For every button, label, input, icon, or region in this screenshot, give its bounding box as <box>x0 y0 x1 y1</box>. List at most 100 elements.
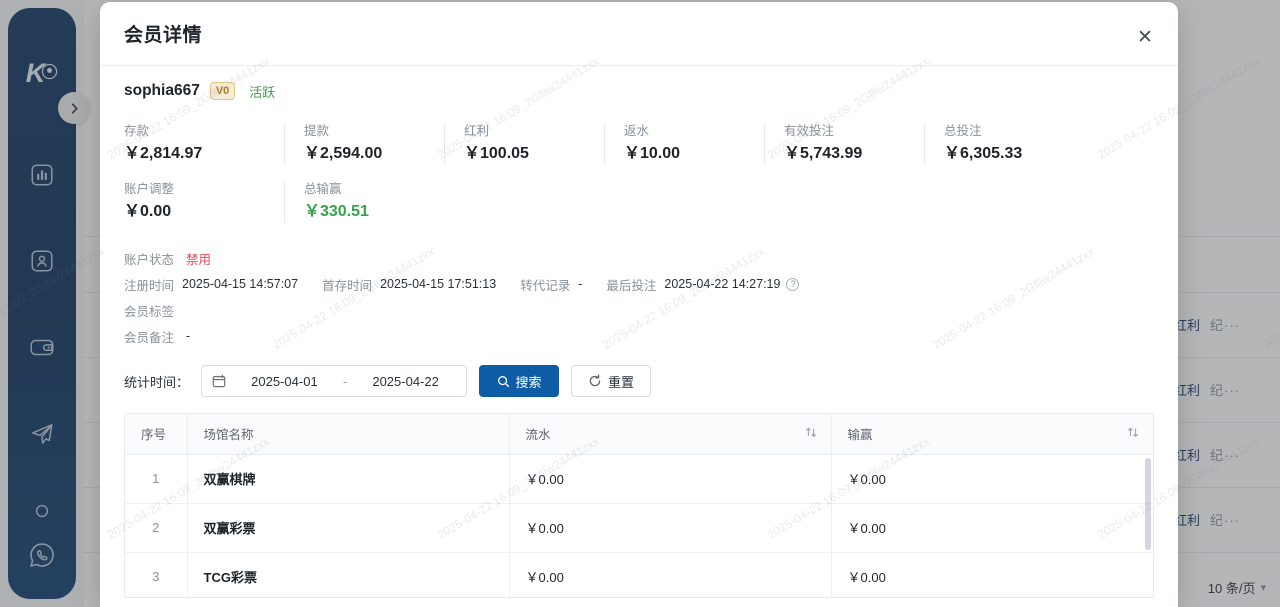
status-badge: 禁用 <box>186 252 212 267</box>
background-row-actions[interactable]: 红利 纪··· <box>1174 315 1240 334</box>
reset-button-label: 重置 <box>608 374 635 390</box>
search-button[interactable]: 搜索 <box>479 365 560 397</box>
calendar-icon <box>212 374 226 388</box>
date-start-input[interactable]: 2025-04-01 <box>251 373 318 389</box>
cell-index: 3 <box>125 552 188 597</box>
register-time: 注册时间 2025-04-15 14:57:07 <box>124 275 298 294</box>
brand-logo-icon[interactable]: K <box>8 50 76 96</box>
sidebar-item-status[interactable] <box>8 500 76 522</box>
cell-flow: ￥0.00 <box>509 552 832 597</box>
refresh-icon <box>589 374 601 387</box>
date-end-input[interactable]: 2025-04-22 <box>372 373 439 389</box>
member-stats-row-1: 存款 ￥2,814.97 提款 ￥2,594.00 红利 ￥100.05 返水 … <box>124 117 1154 175</box>
column-header-flow[interactable]: 流水 <box>509 414 832 455</box>
background-bonus-link[interactable]: 红利 <box>1174 513 1201 528</box>
venue-statistics-table: 序号 场馆名称 流水 输赢 <box>124 413 1154 598</box>
page-size-label: 10 条/页 <box>1207 581 1256 596</box>
stat-value: ￥0.00 <box>124 203 172 220</box>
column-header-venue: 场馆名称 <box>187 414 510 455</box>
stat-card: 总投注 ￥6,305.33 <box>924 117 1084 175</box>
stat-label: 账户调整 <box>124 182 175 196</box>
member-note-value: - <box>186 329 191 343</box>
phone-chat-icon <box>30 543 54 567</box>
stat-value: ￥100.05 <box>464 145 529 162</box>
statistics-filter-bar: 统计时间： 2025-04-01 - 2025-04-22 <box>124 365 1154 397</box>
stat-label: 总输赢 <box>304 182 342 196</box>
table-row: 2 双赢彩票 ￥0.00 ￥0.00 <box>125 503 1153 553</box>
stat-card: 账户调整 ￥0.00 <box>124 175 284 233</box>
chart-bar-icon <box>31 164 53 186</box>
account-status-row: 账户状态 禁用 <box>124 245 1154 271</box>
stat-label: 有效投注 <box>784 124 835 138</box>
table-row: 3 TCG彩票 ￥0.00 ￥0.00 <box>125 552 1153 597</box>
background-more-menu[interactable]: 纪··· <box>1210 383 1241 398</box>
sidebar-item-dashboard[interactable] <box>8 158 76 192</box>
close-icon[interactable]: ✕ <box>1137 26 1153 48</box>
cell-venue: 双赢棋牌 <box>187 454 510 504</box>
cell-index: 2 <box>125 503 188 553</box>
sort-toggle-icon[interactable] <box>1127 426 1139 442</box>
table-row: 1 双赢棋牌 ￥0.00 ￥0.00 <box>125 454 1153 504</box>
member-note-row: 会员备注 - <box>124 323 1154 349</box>
first-deposit-label: 首存时间 <box>322 278 373 293</box>
table-vertical-scrollbar[interactable] <box>1145 458 1151 550</box>
member-activity-status: 活跃 <box>249 84 276 100</box>
stat-card: 提款 ￥2,594.00 <box>284 117 444 175</box>
background-more-menu[interactable]: 纪··· <box>1210 448 1241 463</box>
help-icon[interactable]: ? <box>786 277 800 291</box>
date-range-picker[interactable]: 2025-04-01 - 2025-04-22 <box>201 365 468 397</box>
sidebar-item-members[interactable] <box>8 244 76 278</box>
date-separator: - <box>342 373 348 389</box>
account-status-label: 账户状态 <box>124 252 175 267</box>
sidebar-expand-button[interactable] <box>58 92 90 124</box>
sidebar-item-support[interactable] <box>8 538 76 572</box>
background-row-actions[interactable]: 红利 纪··· <box>1174 510 1240 529</box>
background-bonus-link[interactable]: 红利 <box>1174 448 1201 463</box>
cell-winloss: ￥0.00 <box>831 552 1153 597</box>
cell-winloss: ￥0.00 <box>831 454 1153 504</box>
column-header-winloss[interactable]: 输赢 <box>831 414 1153 455</box>
reset-button[interactable]: 重置 <box>571 365 652 397</box>
logo-letter: K <box>25 57 45 88</box>
chevron-down-icon[interactable]: ▾ <box>1260 582 1266 594</box>
background-more-menu[interactable]: 纪··· <box>1210 513 1241 528</box>
sidebar-item-messages[interactable] <box>8 417 76 451</box>
member-info-block: 账户状态 禁用 注册时间 2025-04-15 14:57:07 首存时间 20… <box>124 245 1154 349</box>
first-deposit-value: 2025-04-15 17:51:13 <box>380 277 497 291</box>
date-filter-label: 统计时间： <box>124 374 190 390</box>
cell-winloss: ￥0.00 <box>831 503 1153 553</box>
background-page-size-selector[interactable]: 10 条/页 ▾ <box>1208 578 1266 597</box>
member-stats-row-2: 账户调整 ￥0.00 总输赢 ￥330.51 <box>124 175 1154 233</box>
cell-venue: 双赢彩票 <box>187 503 510 553</box>
stat-card: 返水 ￥10.00 <box>604 117 764 175</box>
member-identity: sophia667 V0 活跃 <box>124 71 1154 111</box>
member-note-label: 会员备注 <box>124 330 175 345</box>
stat-label: 提款 <box>304 124 330 138</box>
register-time-value: 2025-04-15 14:57:07 <box>182 277 299 291</box>
sidebar-item-finance[interactable] <box>8 330 76 364</box>
column-header-index: 序号 <box>125 414 188 455</box>
background-row-actions[interactable]: 红利 纪··· <box>1174 380 1240 399</box>
search-icon <box>497 375 509 387</box>
column-label: 序号 <box>141 428 167 443</box>
column-label: 流水 <box>525 428 551 443</box>
stat-label: 返水 <box>624 124 650 138</box>
cell-index: 1 <box>125 454 188 504</box>
last-bet-label: 最后投注 <box>606 278 657 293</box>
agent-transfer-record: 转代记录 - <box>520 275 582 294</box>
sort-toggle-icon[interactable] <box>805 426 817 442</box>
background-bonus-link[interactable]: 红利 <box>1174 383 1201 398</box>
background-bonus-link[interactable]: 红利 <box>1174 318 1201 333</box>
stat-card: 红利 ￥100.05 <box>444 117 604 175</box>
table-header-row: 序号 场馆名称 流水 输赢 <box>125 414 1153 455</box>
stat-value: ￥6,305.33 <box>944 145 1023 162</box>
stat-value: ￥10.00 <box>624 145 681 162</box>
chevron-right-icon <box>71 103 78 113</box>
background-more-menu[interactable]: 纪··· <box>1210 318 1241 333</box>
member-detail-modal: 会员详情 ✕ sophia667 V0 活跃 存款 ￥2,814.97 提款 ￥… <box>100 2 1178 607</box>
modal-header: 会员详情 ✕ <box>100 2 1178 66</box>
last-bet-value: 2025-04-22 14:27:19 <box>664 277 781 291</box>
member-level-badge: V0 <box>209 82 236 100</box>
register-time-label: 注册时间 <box>124 278 175 293</box>
background-row-actions[interactable]: 红利 纪··· <box>1174 445 1240 464</box>
